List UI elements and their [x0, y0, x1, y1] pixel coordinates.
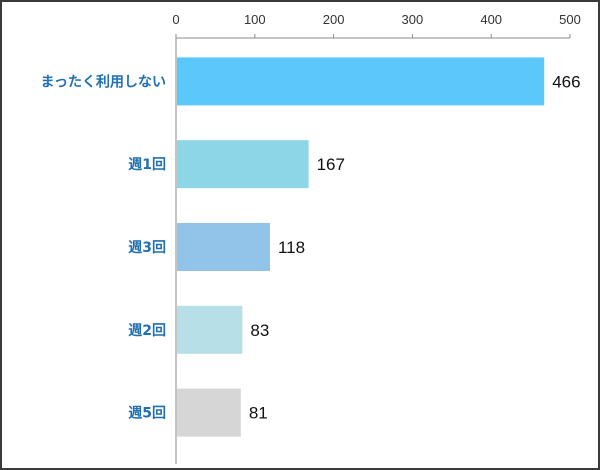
- data-label: 466: [552, 72, 580, 91]
- x-tick-label: 400: [480, 12, 502, 27]
- bar: [177, 305, 243, 354]
- data-label: 167: [317, 155, 345, 174]
- data-label: 83: [250, 321, 269, 340]
- bar: [177, 140, 309, 189]
- bar: [177, 388, 241, 437]
- x-tick-label: 500: [559, 12, 581, 27]
- x-tick-label: 100: [244, 12, 266, 27]
- category-label: 週2回: [128, 323, 166, 339]
- x-tick-label: 300: [402, 12, 424, 27]
- bar: [177, 57, 545, 106]
- data-label: 81: [249, 404, 268, 423]
- x-tick-label: 200: [323, 12, 345, 27]
- bar: [177, 223, 270, 271]
- category-label: 週1回: [128, 157, 166, 173]
- x-tick-label: 0: [172, 12, 179, 27]
- category-label: 週5回: [128, 406, 166, 422]
- category-label: 週3回: [128, 240, 166, 256]
- category-label: まったく利用しない: [41, 73, 166, 90]
- data-label: 118: [278, 238, 305, 257]
